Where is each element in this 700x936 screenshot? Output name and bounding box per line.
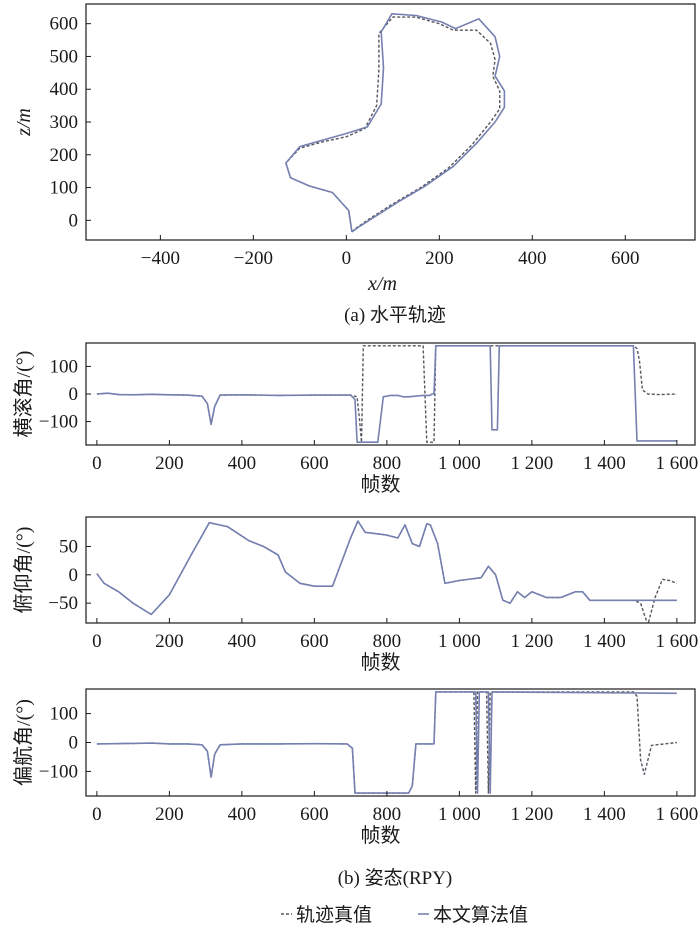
pitch-frame — [85, 516, 696, 624]
roll-xtick-label: 1 400 — [583, 453, 626, 474]
roll-xtick-label: 800 — [373, 453, 402, 474]
yaw-line-estimate — [96, 691, 677, 794]
trajectory-ytick-label: 500 — [50, 46, 79, 67]
roll-frame — [85, 342, 696, 446]
pitch-line-estimate — [96, 520, 677, 616]
pitch-xtick-label: 1 400 — [583, 631, 626, 652]
roll-line-truth — [96, 345, 677, 443]
yaw-xtick-label: 600 — [300, 804, 329, 825]
pitch-ytick-label: 0 — [69, 565, 79, 586]
roll-xlabel: 帧数 — [361, 473, 401, 496]
roll-ytick-label: 0 — [69, 384, 79, 405]
trajectory-xtick-label: 0 — [342, 248, 352, 269]
trajectory-xtick-label: 200 — [425, 248, 454, 269]
pitch-chart: 0 200 400 600 800 1 000 1 200 1 400 1 600 −50 0 50 帧… — [12, 516, 699, 674]
trajectory-chart: −400 −200 0 200 400 600 0 100 200 300 400 500 600 x/m… — [13, 3, 696, 295]
pitch-xtick-label: 1 200 — [511, 631, 554, 652]
pitch-xtick-label: 400 — [228, 631, 257, 652]
roll-xtick-label: 1 000 — [438, 453, 481, 474]
trajectory-xlabel: x/m — [367, 273, 397, 295]
yaw-xlabel: 帧数 — [361, 824, 401, 847]
pitch-ytick-label: 50 — [59, 536, 78, 557]
trajectory-xtick-label: −200 — [234, 248, 273, 269]
pitch-ylabel: 俯仰角/(°) — [12, 527, 35, 614]
pitch-series — [96, 520, 678, 623]
trajectory-ytick-label: 400 — [50, 79, 79, 100]
yaw-xtick-label: 400 — [228, 804, 257, 825]
roll-xtick-label: 200 — [155, 453, 184, 474]
pitch-xtick-label: 1 000 — [438, 631, 481, 652]
trajectory-ytick-label: 600 — [50, 14, 79, 35]
roll-ylabel: 横滚角/(°) — [12, 351, 35, 438]
pitch-xtick-label: 1 600 — [656, 631, 699, 652]
trajectory-ytick-label: 200 — [50, 145, 79, 166]
legend-estimate-label: 本文算法值 — [433, 904, 528, 926]
trajectory-ylabel: z/m — [13, 108, 35, 137]
roll-ytick-label: −100 — [39, 412, 78, 433]
roll-xtick-label: 1 200 — [511, 453, 554, 474]
roll-xtick-label: 400 — [228, 453, 257, 474]
pitch-xlabel: 帧数 — [361, 651, 401, 674]
roll-xtick-label: 0 — [92, 453, 102, 474]
trajectory-ytick-label: 0 — [69, 210, 79, 231]
yaw-ytick-label: 0 — [69, 733, 79, 754]
trajectory-series — [285, 13, 506, 233]
caption-a: (a) 水平轨迹 — [344, 304, 446, 326]
pitch-xtick-label: 0 — [92, 631, 102, 652]
pitch-xtick-label: 200 — [155, 631, 184, 652]
pitch-xtick-label: 600 — [300, 631, 329, 652]
trajectory-ytick-label: 100 — [50, 178, 79, 199]
caption-b: (b) 姿态(RPY) — [338, 867, 453, 889]
roll-xtick-label: 1 600 — [656, 453, 699, 474]
yaw-xtick-label: 0 — [92, 804, 102, 825]
legend-truth-label: 轨迹真值 — [296, 904, 372, 926]
yaw-xtick-label: 1 600 — [656, 804, 699, 825]
pitch-line-truth — [96, 520, 678, 623]
roll-ytick-label: 100 — [50, 356, 79, 377]
yaw-xtick-label: 1 200 — [511, 804, 554, 825]
yaw-line-truth — [96, 691, 677, 794]
trajectory-xtick-label: 600 — [611, 248, 640, 269]
roll-line-estimate — [96, 344, 677, 444]
yaw-chart: 0 200 400 600 800 1 000 1 200 1 400 1 600−100010… — [12, 688, 699, 847]
roll-series — [96, 344, 677, 444]
legend: 轨迹真值 本文算法值 — [281, 904, 528, 926]
roll-xtick-label: 600 — [300, 453, 329, 474]
yaw-ytick-label: 100 — [50, 704, 79, 725]
roll-chart: 0 200 400 600 800 1 000 1 200 1 400 1 600−100010… — [12, 342, 699, 496]
trajectory-xtick-label: −400 — [141, 248, 180, 269]
pitch-xtick-label: 800 — [373, 631, 402, 652]
yaw-xtick-label: 1 000 — [438, 804, 481, 825]
trajectory-xtick-label: 400 — [518, 248, 547, 269]
yaw-xtick-label: 800 — [373, 804, 402, 825]
yaw-xtick-label: 200 — [155, 804, 184, 825]
trajectory-line-truth — [285, 16, 501, 233]
yaw-ytick-label: −100 — [39, 761, 78, 782]
trajectory-line-estimate — [285, 13, 506, 233]
yaw-ylabel: 偏航角/(°) — [12, 699, 35, 786]
yaw-xtick-label: 1 400 — [583, 804, 626, 825]
yaw-frame — [85, 688, 696, 797]
trajectory-ytick-label: 300 — [50, 112, 79, 133]
yaw-series — [96, 691, 677, 794]
pitch-ytick-label: −50 — [48, 593, 78, 614]
